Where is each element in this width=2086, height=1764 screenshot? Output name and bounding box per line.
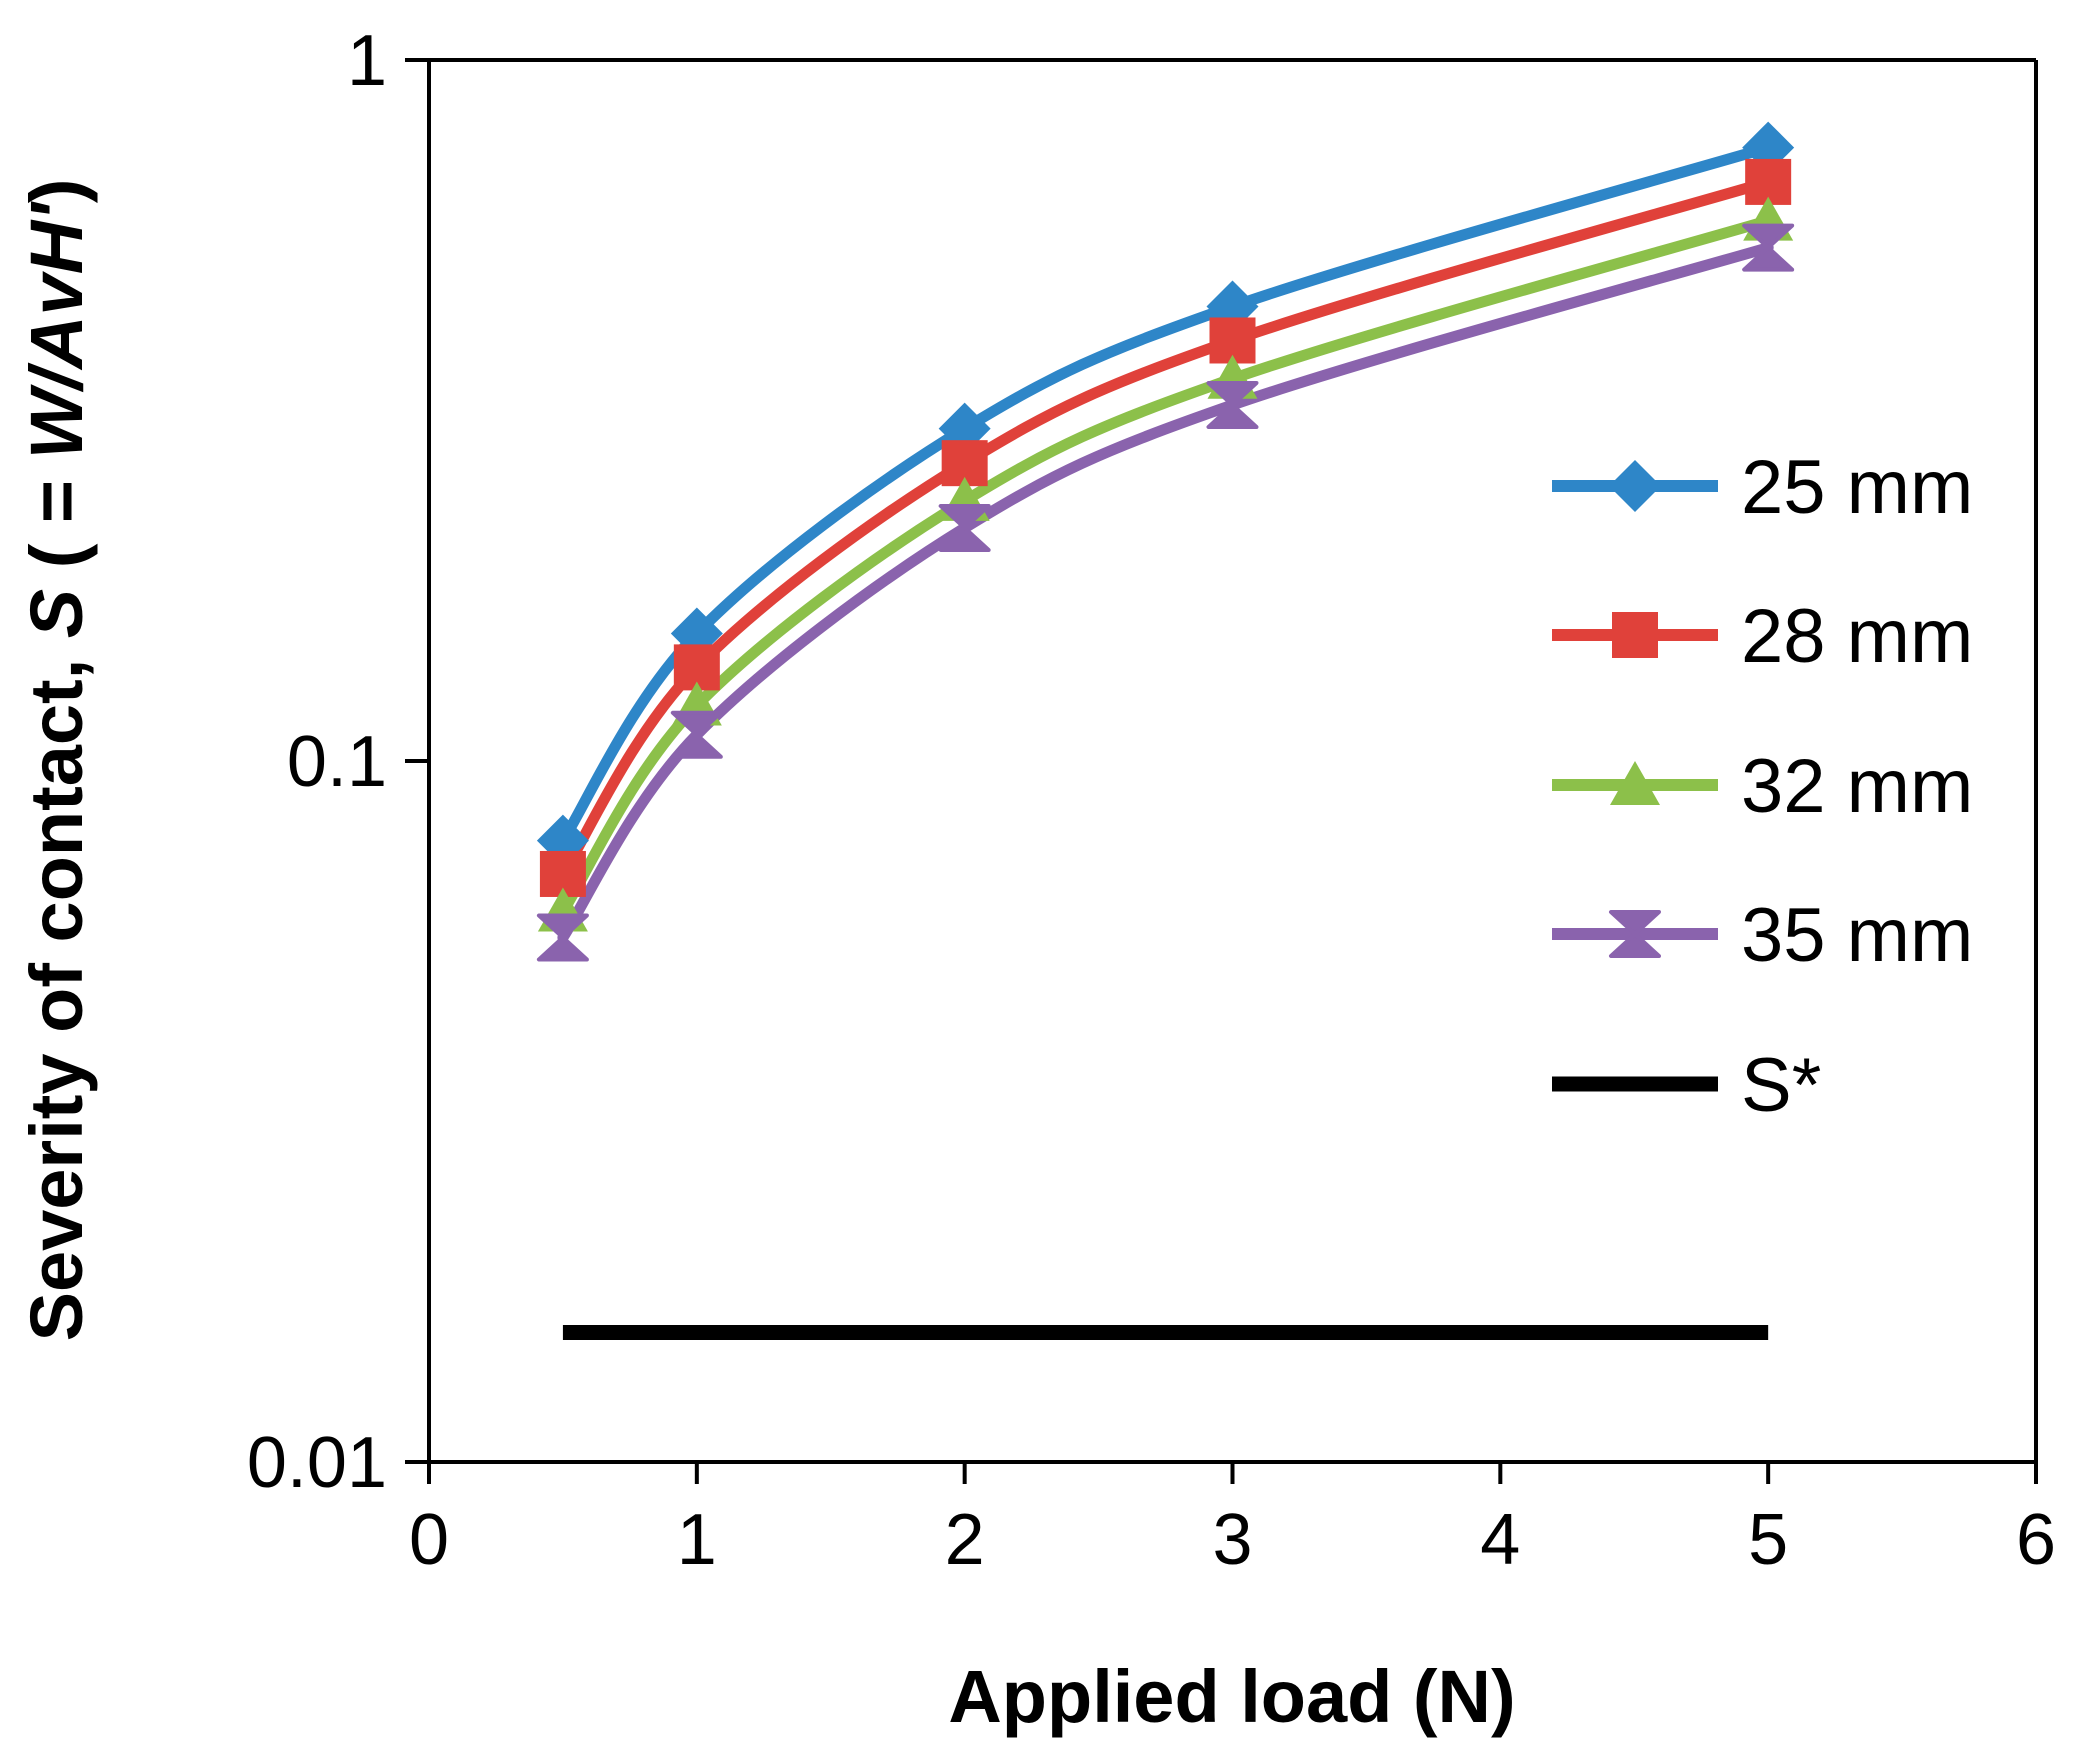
legend-marker-25-mm <box>1609 460 1661 512</box>
data-point-35-mm <box>1742 223 1795 272</box>
series-lines <box>557 142 1774 944</box>
x-tick-label: 6 <box>2016 1500 2056 1580</box>
data-point-35-mm <box>670 710 723 759</box>
x-tick-label: 3 <box>1212 1500 1252 1580</box>
data-point-35-mm <box>1206 380 1259 429</box>
x-ticks: 0 1 2 3 4 5 6 <box>409 1462 2056 1580</box>
y-ticks: 0.01 0.1 1 <box>247 21 429 1503</box>
x-axis-title: Applied load (N) <box>948 1655 1515 1738</box>
y-axis-title-close: ) <box>15 179 98 204</box>
legend-marker-35-mm <box>1609 910 1661 958</box>
x-tick-label: 0 <box>409 1500 449 1580</box>
data-point-35-mm <box>536 913 589 962</box>
legend-label: 32 mm <box>1741 744 1973 829</box>
x-tick-label: 4 <box>1480 1500 1520 1580</box>
data-point-35-mm <box>938 503 991 552</box>
x-tick-label: 5 <box>1748 1500 1788 1580</box>
y-axis-title-formula: W/AvH' <box>15 201 98 459</box>
y-tick-label: 0.01 <box>247 1423 387 1503</box>
series-line-28-mm <box>557 176 1774 880</box>
legend-label: 25 mm <box>1741 445 1973 530</box>
series-line-25-mm <box>557 142 1774 847</box>
series-line-35-mm <box>557 242 1774 944</box>
legend-label: 28 mm <box>1741 594 1973 679</box>
legend-label: 35 mm <box>1741 893 1973 978</box>
series-line-32-mm <box>557 215 1774 917</box>
legend-marker-28-mm <box>1612 612 1658 658</box>
y-tick-label: 0.1 <box>287 722 387 802</box>
legend-marker-32-mm <box>1610 761 1660 805</box>
x-tick-label: 1 <box>677 1500 717 1580</box>
y-axis-title-part1: Severity of contact, <box>15 638 98 1341</box>
legend: 25 mm 28 mm 32 mm 35 mm S* <box>1552 445 1973 1128</box>
series-markers <box>536 121 1795 962</box>
y-axis-title-part3: ( = <box>15 459 98 589</box>
y-tick-label: 1 <box>347 21 387 101</box>
x-tick-label: 2 <box>945 1500 985 1580</box>
legend-label: S* <box>1741 1043 1821 1128</box>
y-axis-title-var-s: S <box>15 589 98 638</box>
y-axis-title: Severity of contact, S ( = W/AvH') <box>15 179 98 1342</box>
